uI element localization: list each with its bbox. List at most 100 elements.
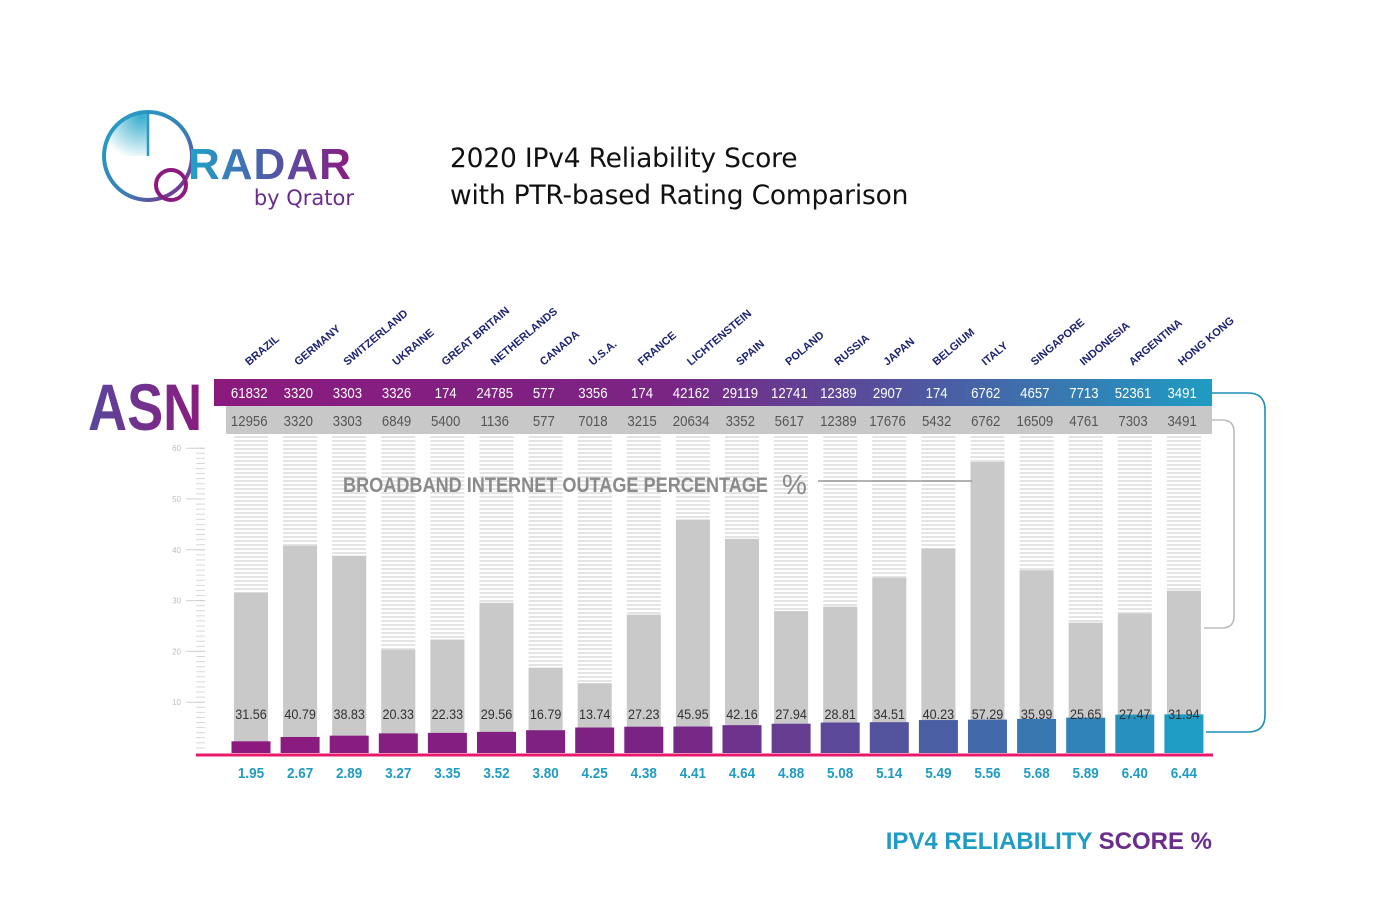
score-value-label: 6.44 xyxy=(1171,765,1197,782)
logo-byline: by Qrator xyxy=(254,186,355,210)
outage-bar xyxy=(970,461,1005,753)
asn-ptr-value: 3352 xyxy=(726,412,755,429)
chart-title-line-1: 2020 IPv4 Reliability Score xyxy=(450,143,798,174)
score-bar xyxy=(427,732,467,753)
score-value-label: 4.88 xyxy=(778,765,804,782)
asn-ptr-value: 12389 xyxy=(820,412,857,429)
asn-reliability-value: 61832 xyxy=(231,384,268,401)
score-bar xyxy=(1017,718,1057,753)
asn-reliability-value: 2907 xyxy=(873,384,902,401)
outage-value-label: 40.79 xyxy=(284,706,315,722)
score-bar xyxy=(231,741,271,753)
score-bar xyxy=(820,722,860,753)
reliability-connector-line xyxy=(1206,392,1266,733)
asn-ptr-value: 3491 xyxy=(1167,412,1196,429)
score-value-label: 5.49 xyxy=(925,765,951,782)
y-tick-label: 10 xyxy=(172,698,181,707)
outage-bars xyxy=(234,461,1201,753)
asn-ptr-value: 3303 xyxy=(333,412,362,429)
country-label: BRAZIL xyxy=(243,333,282,368)
asn-ptr-value: 1136 xyxy=(481,412,509,429)
outage-value-label: 28.81 xyxy=(824,706,855,722)
y-tick-label: 50 xyxy=(172,495,181,504)
outage-bar xyxy=(479,602,514,753)
outage-axis-unit: % xyxy=(782,469,807,500)
score-bar xyxy=(575,727,615,753)
score-bar xyxy=(526,730,566,753)
score-bar xyxy=(918,720,958,753)
asn-reliability-value: 3326 xyxy=(382,384,411,401)
asn-ptr-value: 6849 xyxy=(382,412,411,429)
country-label: ITALY xyxy=(980,339,1011,368)
outage-value-label: 35.99 xyxy=(1021,706,1052,722)
asn-reliability-value: 7713 xyxy=(1069,384,1098,401)
asn-reliability-value: 12741 xyxy=(771,384,808,401)
score-bar xyxy=(869,722,909,753)
y-axis: 10 20 30 40 50 60 xyxy=(172,444,205,749)
asn-reliability-value: 174 xyxy=(926,384,948,401)
score-value-label: 4.38 xyxy=(631,765,657,782)
score-bar xyxy=(673,726,713,753)
score-bars xyxy=(231,714,1204,753)
asn-ptr-value: 16509 xyxy=(1017,412,1054,429)
country-label: GERMANY xyxy=(292,323,343,369)
outage-value-label: 27.94 xyxy=(775,706,806,722)
score-value-label: 5.89 xyxy=(1073,765,1099,782)
outage-value-label: 25.65 xyxy=(1070,706,1101,722)
outage-bar xyxy=(725,538,759,753)
score-value-labels: 1.95 2.67 2.89 3.27 3.35 3.52 3.80 4.25 4.38 4.41… xyxy=(238,765,1197,782)
score-value-label: 3.80 xyxy=(532,765,558,782)
asn-ptr-value: 12956 xyxy=(231,412,268,429)
score-axis-label-part2: SCORE % xyxy=(1099,828,1212,855)
country-label: INDONESIA xyxy=(1078,320,1133,369)
country-label: UKRAINE xyxy=(391,327,437,368)
asn-reliability-value: 12389 xyxy=(820,384,857,401)
asn-reliability-value: 6762 xyxy=(971,384,1000,401)
country-label: BELGIUM xyxy=(931,326,978,368)
y-tick-label: 40 xyxy=(172,546,181,555)
asn-ptr-value: 7018 xyxy=(578,412,607,429)
outage-axis-label: BROADBAND INTERNET OUTAGE PERCENTAGE xyxy=(343,474,768,497)
asn-ptr-value: 3215 xyxy=(627,412,656,429)
score-value-label: 6.40 xyxy=(1122,765,1148,782)
score-value-label: 4.64 xyxy=(729,765,755,782)
score-bar xyxy=(624,726,664,753)
chart-title-line-2: with PTR-based Rating Comparison xyxy=(450,180,909,211)
outage-value-label: 13.74 xyxy=(579,706,610,722)
country-label: JAPAN xyxy=(882,336,918,369)
outage-value-label: 38.83 xyxy=(333,706,364,722)
score-axis-label: IPV4 RELIABILITY SCORE % xyxy=(886,828,1212,855)
asn-reliability-value: 52361 xyxy=(1115,384,1152,401)
asn-reliability-value: 4657 xyxy=(1020,384,1049,401)
outage-bar xyxy=(234,592,268,753)
outage-bar xyxy=(921,548,956,753)
asn-reliability-value: 29119 xyxy=(722,384,758,401)
score-bar xyxy=(968,719,1007,753)
country-label: RUSSIA xyxy=(832,332,872,368)
ptr-connector-line xyxy=(1204,419,1235,629)
asn-ptr-value: 577 xyxy=(533,412,555,429)
outage-value-label: 31.94 xyxy=(1168,706,1199,722)
asn-reliability-value: 174 xyxy=(631,384,653,401)
score-bar xyxy=(722,725,762,753)
asn-label: ASN xyxy=(88,370,202,444)
asn-ptr-value: 4761 xyxy=(1069,412,1098,429)
score-bar xyxy=(1115,714,1155,753)
outage-value-label: 27.47 xyxy=(1119,706,1150,722)
chart-title: 2020 IPv4 Reliability Score with PTR-bas… xyxy=(450,140,908,214)
score-value-label: 5.68 xyxy=(1023,765,1049,782)
country-label: FRANCE xyxy=(636,330,679,369)
outage-bar xyxy=(332,555,367,753)
asn-ptr-value: 20634 xyxy=(673,412,710,429)
asn-reliability-value: 24785 xyxy=(476,384,513,401)
asn-ptr-value: 17676 xyxy=(869,412,906,429)
asn-ptr-row xyxy=(226,406,1212,434)
y-tick-label: 60 xyxy=(172,444,181,453)
score-value-label: 5.56 xyxy=(974,765,1000,782)
score-value-label: 1.95 xyxy=(238,765,264,782)
outage-value-label: 40.23 xyxy=(923,706,954,722)
outage-bar xyxy=(283,545,318,753)
country-label: HONG KONG xyxy=(1176,315,1237,369)
asn-reliability-value: 577 xyxy=(533,384,555,401)
